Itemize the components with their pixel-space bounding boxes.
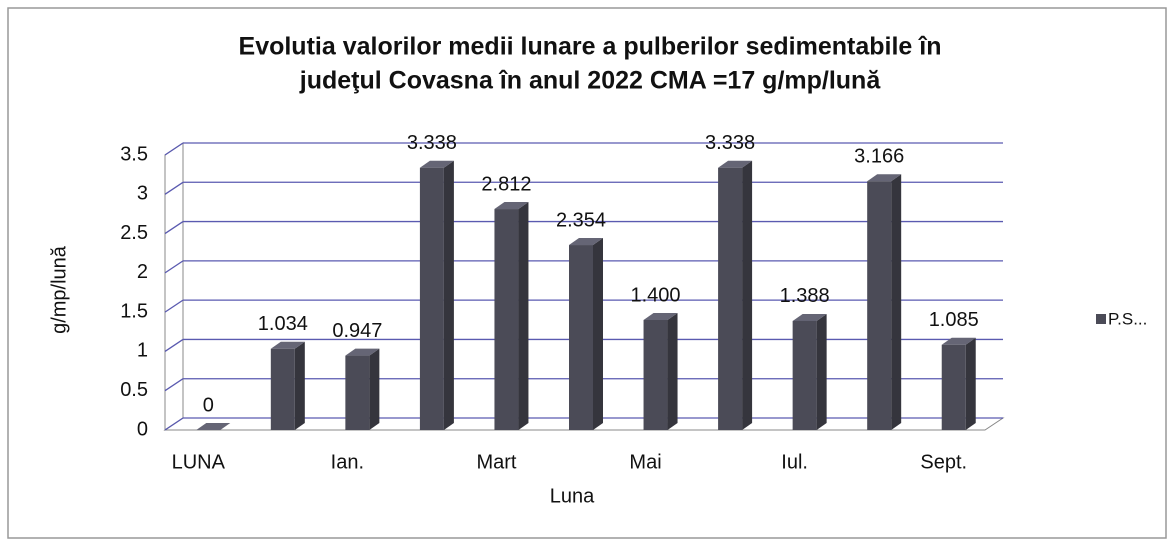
grid-line-side: [164, 417, 184, 431]
grid-line-side: [164, 221, 184, 235]
bar-side: [443, 160, 454, 430]
data-label: 1.388: [780, 285, 830, 307]
grid-line-side: [164, 299, 184, 313]
bar: [494, 209, 519, 430]
bar-top: [196, 423, 231, 430]
bar: [718, 167, 743, 430]
data-label: 2.354: [556, 209, 606, 231]
y-axis-label: g/mp/lună: [48, 245, 70, 334]
bar-side: [667, 313, 678, 430]
bar-top: [270, 341, 305, 349]
grid-line-side: [164, 378, 184, 392]
bar-top: [867, 174, 902, 182]
bar-top: [345, 348, 380, 356]
bar-side: [965, 337, 976, 430]
bar-top: [718, 160, 753, 168]
bar-top: [419, 160, 454, 168]
bar-top: [643, 313, 678, 320]
y-tick-label: 3.5: [120, 143, 148, 165]
bar-side: [593, 238, 603, 430]
x-tick-label: Mart: [476, 451, 516, 473]
grid-line-side: [164, 338, 184, 352]
bar-side: [891, 174, 902, 430]
x-tick-label: Sept.: [920, 451, 967, 473]
grid-line-side: [164, 260, 184, 274]
data-label: 2.812: [481, 173, 531, 195]
bar: [270, 348, 295, 430]
bar: [867, 181, 892, 430]
bar-side: [369, 348, 380, 430]
data-label: 0.947: [332, 320, 382, 342]
bar-top: [941, 337, 976, 345]
bar-top: [494, 202, 529, 210]
y-tick-label: 2: [137, 261, 148, 283]
x-tick-label: Mai: [629, 451, 661, 473]
y-tick-label: 2.5: [120, 222, 148, 244]
bar: [345, 355, 370, 430]
legend-label: P.S...: [1108, 309, 1147, 328]
x-tick-label: Iul.: [781, 451, 808, 473]
y-tick-label: 0: [137, 418, 148, 440]
bar: [792, 320, 817, 430]
data-label: 0: [203, 394, 214, 416]
x-axis-label: Luna: [550, 485, 595, 507]
bar: [643, 320, 668, 430]
x-tick-label: LUNA: [172, 451, 226, 473]
bar: [419, 167, 444, 430]
chart-title-line-2: judeţul Covasna în anul 2022 CMA =17 g/m…: [299, 67, 882, 95]
bar: [569, 245, 593, 430]
data-label: 3.338: [407, 132, 457, 154]
bar-top: [569, 238, 603, 246]
chart-title-line-1: Evolutia valorilor medii lunare a pulber…: [239, 33, 942, 61]
x-tick-label: Ian.: [331, 451, 364, 473]
bar: [941, 344, 966, 430]
legend-swatch: [1096, 314, 1106, 324]
data-label: 1.400: [631, 284, 681, 306]
bar-side: [518, 202, 529, 430]
y-tick-label: 0.5: [120, 379, 148, 401]
y-tick-label: 1: [137, 340, 148, 362]
bar-top: [792, 313, 827, 321]
data-label: 1.085: [929, 309, 979, 331]
grid-line-side: [164, 181, 184, 195]
y-tick-label: 3: [137, 183, 148, 205]
y-tick-label: 1.5: [120, 300, 148, 322]
grid-line-side: [164, 142, 184, 156]
bar-side: [816, 313, 827, 430]
bar-side: [742, 160, 753, 430]
bar-side: [294, 341, 305, 430]
data-label: 3.166: [854, 146, 904, 168]
data-label: 3.338: [705, 132, 755, 154]
data-label: 1.034: [258, 313, 308, 335]
